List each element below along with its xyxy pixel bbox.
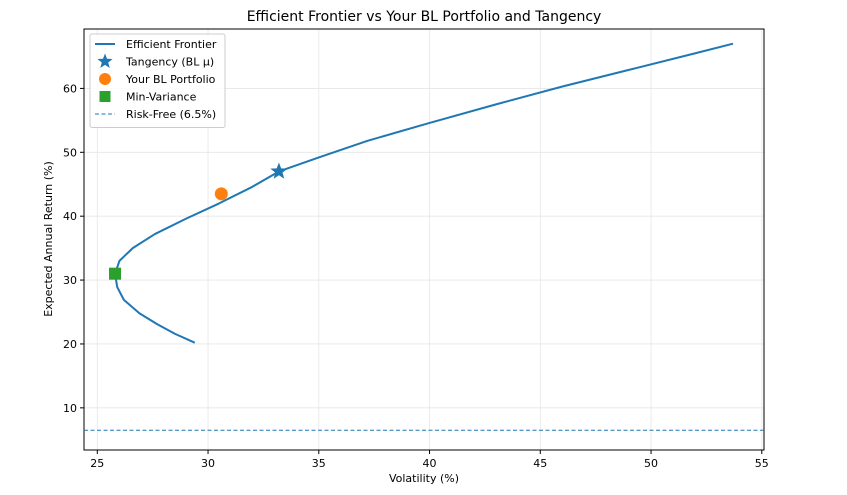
legend-label: Risk-Free (6.5%) (126, 108, 216, 121)
plot-area (83, 28, 765, 451)
legend-label: Min-Variance (126, 91, 197, 104)
legend-label: Your BL Portfolio (125, 73, 216, 86)
x-tick-label: 25 (90, 457, 104, 470)
bl-portfolio-point (214, 187, 228, 201)
x-tick-label: 45 (533, 457, 547, 470)
y-tick-label: 50 (63, 146, 77, 159)
legend-circle-swatch (99, 73, 111, 85)
grid (84, 29, 764, 450)
chart-marks (84, 42, 764, 431)
legend: Efficient Frontier Tangency (BL μ) Your BL… (89, 33, 226, 128)
legend-box (89, 33, 226, 128)
legend-label: Tangency (BL μ) (125, 56, 214, 69)
legend-star-swatch (97, 53, 113, 68)
x-tick-label: 35 (312, 457, 326, 470)
y-axis-label: Expected Annual Return (%) (42, 161, 55, 317)
min-variance-point (109, 267, 122, 280)
axis-ticks: 25 30 35 40 45 50 55 10 20 30 40 50 60 (63, 82, 769, 470)
legend-label: Efficient Frontier (126, 38, 217, 51)
efficient-frontier-line (114, 42, 734, 344)
x-axis-label: Volatility (%) (389, 472, 459, 485)
x-tick-label: 55 (755, 457, 769, 470)
x-tick-label: 40 (423, 457, 437, 470)
legend-square-swatch (99, 91, 111, 102)
chart-title: Efficient Frontier vs Your BL Portfolio … (247, 9, 602, 25)
y-tick-label: 30 (63, 274, 77, 287)
x-tick-label: 30 (201, 457, 215, 470)
tangency-point (270, 162, 288, 179)
y-tick-label: 40 (63, 210, 77, 223)
y-tick-label: 10 (63, 402, 77, 415)
x-tick-label: 50 (644, 457, 658, 470)
y-tick-label: 60 (63, 82, 77, 95)
y-tick-label: 20 (63, 338, 77, 351)
